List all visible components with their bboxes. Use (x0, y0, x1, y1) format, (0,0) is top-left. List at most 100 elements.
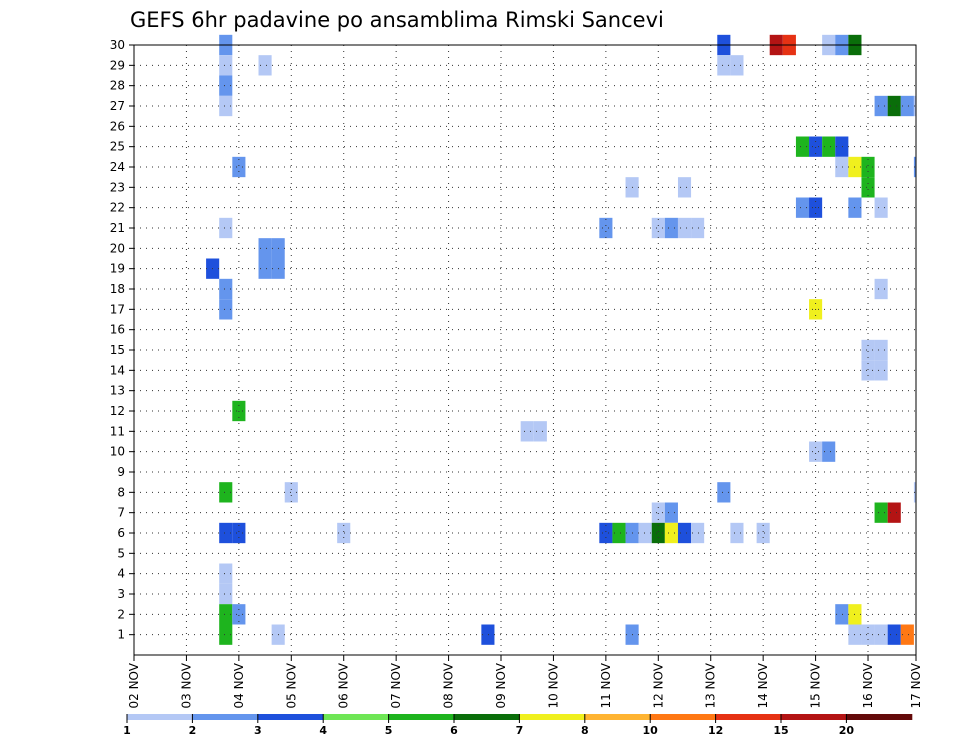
heatmap-cell (822, 441, 836, 462)
heatmap-cell (481, 624, 495, 645)
heatmap-cell (219, 522, 233, 544)
heatmap-cell (599, 217, 613, 239)
heatmap-cell (219, 75, 233, 96)
heatmap-cell (219, 55, 233, 76)
heatmap-cell (809, 441, 823, 462)
heatmap-cell (835, 136, 849, 157)
heatmap-cell (232, 522, 246, 544)
y-tick-label: 11 (110, 424, 125, 438)
y-tick-label: 20 (110, 241, 125, 255)
y-tick-label: 14 (110, 363, 125, 377)
x-tick-label: 12 NOV (651, 662, 665, 708)
colorbar-label: 12 (708, 724, 723, 737)
heatmap-cell (651, 502, 665, 523)
y-tick-label: 30 (110, 38, 125, 52)
heatmap-cell (887, 95, 901, 117)
heatmap-cell (258, 238, 272, 259)
y-tick-label: 13 (110, 384, 125, 398)
x-tick-label: 07 NOV (389, 662, 403, 708)
y-tick-label: 6 (117, 526, 125, 540)
colorbar-swatch (846, 714, 913, 720)
y-tick-label: 16 (110, 323, 125, 337)
colorbar-label: 2 (189, 724, 197, 737)
heatmap-cell (651, 217, 665, 239)
heatmap-cell (861, 624, 875, 645)
heatmap-cell (874, 197, 888, 218)
colorbar-swatch (192, 714, 259, 720)
y-tick-label: 28 (110, 79, 125, 93)
y-tick-label: 21 (110, 221, 125, 235)
heatmap-cell (874, 360, 888, 381)
chart-title: GEFS 6hr padavine po ansamblima Rimski S… (130, 8, 664, 32)
heatmap-cell (219, 217, 233, 239)
y-tick-label: 22 (110, 201, 125, 215)
colorbar-label: 8 (581, 724, 589, 737)
y-tick-label: 17 (110, 302, 125, 316)
heatmap-cell (219, 278, 233, 300)
heatmap-cell (219, 624, 233, 645)
heatmap-cell (822, 136, 836, 157)
heatmap-cell (874, 95, 888, 117)
x-tick-label: 09 NOV (494, 662, 508, 708)
heatmap-cell (599, 522, 613, 544)
x-tick-label: 14 NOV (756, 662, 770, 708)
y-tick-label: 15 (110, 343, 125, 357)
heatmap-cell (861, 360, 875, 381)
colorbar-swatch (781, 714, 847, 720)
heatmap-cell (664, 217, 678, 239)
y-tick-label: 27 (110, 99, 125, 113)
heatmap-cell (795, 197, 810, 218)
heatmap-cell (677, 177, 692, 198)
y-tick-label: 10 (110, 445, 125, 459)
heatmap-cell (756, 522, 770, 544)
x-tick-label: 15 NOV (809, 662, 823, 708)
x-tick-label: 16 NOV (861, 662, 875, 708)
heatmap-cell (900, 95, 914, 117)
y-tick-label: 5 (117, 546, 125, 560)
y-tick-label: 7 (117, 506, 125, 520)
y-tick-label: 18 (110, 282, 125, 296)
grid-layer (134, 44, 916, 655)
x-tick-label: 17 NOV (909, 662, 923, 708)
colorbar-swatch (388, 714, 455, 720)
y-axis: 1234567891011121314151617181920212223242… (110, 38, 134, 642)
heatmap-cell (232, 400, 246, 422)
y-tick-label: 26 (110, 119, 125, 133)
heatmap-cell (219, 482, 233, 503)
y-tick-label: 24 (110, 160, 125, 174)
heatmap-cell (232, 156, 246, 178)
heatmap-cell (717, 482, 731, 503)
x-tick-label: 11 NOV (599, 662, 613, 708)
colorbar-label: 5 (385, 724, 393, 737)
heatmap-cell (730, 522, 744, 544)
colorbar-swatch (257, 714, 324, 720)
colorbar-label: 10 (643, 724, 659, 737)
heatmap-cell (874, 624, 888, 645)
heatmap-cell (677, 522, 692, 544)
heatmap-cell (677, 217, 692, 239)
heatmap-cell (861, 177, 875, 198)
colorbar-label: 3 (254, 724, 262, 737)
y-tick-label: 4 (117, 567, 125, 581)
heatmap-cell (861, 339, 875, 361)
heatmap-cell (835, 156, 849, 178)
heatmap-cell (874, 278, 888, 300)
heatmap-cell (900, 624, 914, 645)
heatmap-cell (533, 421, 547, 442)
y-tick-label: 19 (110, 262, 125, 276)
heatmap-cell (861, 156, 875, 178)
x-axis: 02 NOV 03 NOV 04 NOV 05 NOV 06 NOV 07 NOV 08 N… (127, 655, 923, 709)
y-tick-label: 1 (117, 628, 125, 642)
heatmap-cell (874, 339, 888, 361)
x-tick-label: 10 NOV (546, 662, 560, 708)
x-tick-label: 08 NOV (442, 662, 456, 708)
heatmap-cell (520, 421, 534, 442)
y-tick-label: 2 (117, 607, 125, 621)
heatmap-cell (651, 522, 665, 544)
colorbar-label: 1 (123, 724, 131, 737)
heatmap-cell (219, 299, 233, 320)
colorbar-label: 4 (319, 724, 327, 737)
heatmap-cell (874, 502, 888, 523)
colorbar-swatch (584, 714, 651, 720)
